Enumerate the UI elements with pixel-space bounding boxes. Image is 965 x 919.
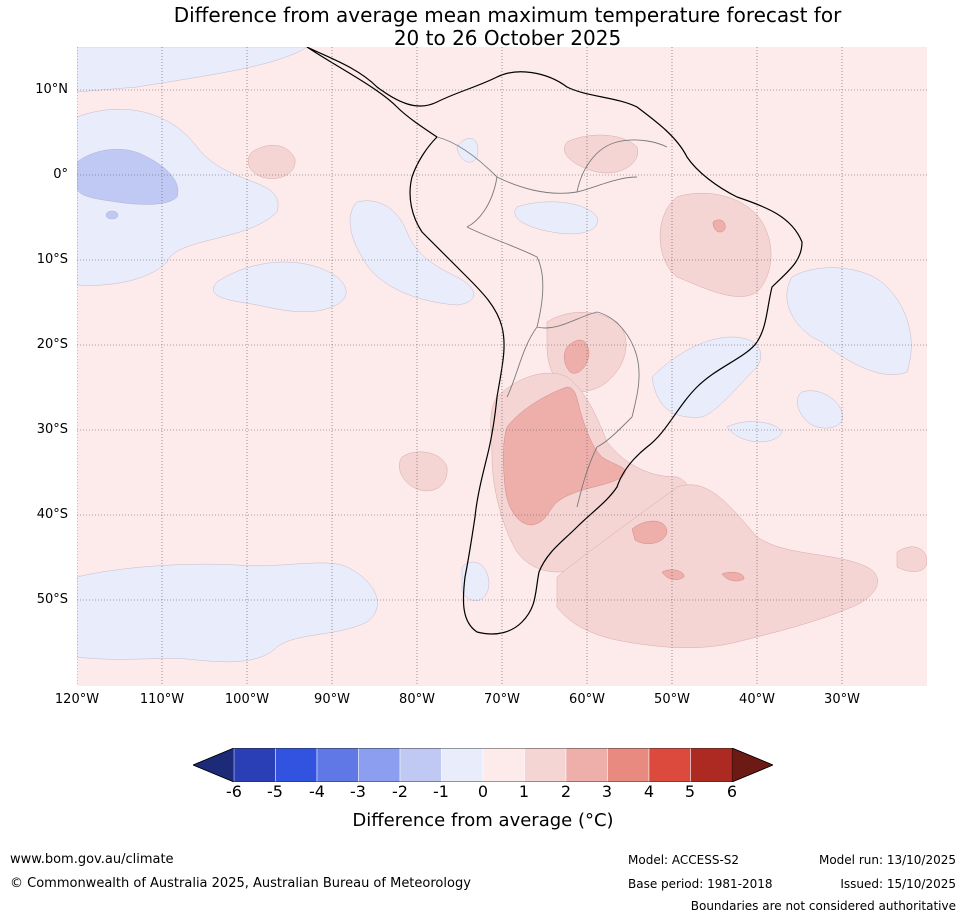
colorbar-segment — [482, 748, 525, 782]
country-borders — [436, 136, 668, 508]
lon-label: 40°W — [739, 692, 775, 707]
anomaly-neg2-pacific — [77, 148, 179, 205]
anomaly-neg-patagonia — [461, 561, 490, 601]
colorbar-tick: 3 — [601, 782, 613, 801]
colorbar-segment — [275, 748, 318, 782]
anomaly-pos1-east-atl — [896, 546, 927, 572]
graticule — [77, 47, 927, 686]
colorbar — [193, 748, 773, 782]
lon-label: 50°W — [654, 692, 690, 707]
lon-label: 60°W — [569, 692, 605, 707]
map-title: Difference from average mean maximum tem… — [0, 4, 965, 50]
colorbar-segment — [399, 748, 442, 782]
lat-label: 0° — [53, 167, 68, 182]
lat-label: 20°S — [36, 337, 68, 352]
title-line-2: 20 to 26 October 2025 — [393, 26, 622, 50]
colorbar-tick: -1 — [433, 782, 449, 801]
colorbar-segment — [648, 748, 691, 782]
colorbar-segment — [690, 748, 733, 782]
anomaly-pos2-argentina — [503, 386, 626, 526]
anomaly-pos2-ridge — [563, 339, 590, 374]
colorbar-tick: 1 — [518, 782, 530, 801]
forecast-map — [77, 47, 927, 686]
lat-label: 10°S — [36, 252, 68, 267]
anomaly-neg-small-eq — [456, 138, 479, 163]
anomaly-pos2-ne — [712, 219, 726, 233]
colorbar-segment — [565, 748, 608, 782]
colorbar-segment — [607, 748, 650, 782]
lon-label: 110°W — [139, 692, 185, 707]
colorbar-segment — [524, 748, 567, 782]
anomaly-neg-atlantic-small — [726, 421, 783, 443]
lon-label: 80°W — [399, 692, 435, 707]
south-america-outline — [306, 47, 803, 635]
anomaly-neg-brazil-se — [651, 336, 762, 418]
anomaly-neg-atlantic-ne — [786, 267, 912, 375]
base-period: Base period: 1981-2018 — [628, 877, 773, 891]
issued-date: Issued: 15/10/2025 — [840, 877, 956, 891]
colorbar-segment — [316, 748, 359, 782]
anomaly-pos2-atl-1 — [631, 520, 668, 544]
lon-label: 120°W — [54, 692, 100, 707]
colorbar-arrow-high — [731, 748, 773, 782]
colorbar-arrow-low — [193, 748, 235, 782]
lat-label: 30°S — [36, 422, 68, 437]
colorbar-segment — [233, 748, 276, 782]
colorbar-tick: 5 — [684, 782, 696, 801]
lat-label: 10°N — [35, 82, 68, 97]
anomaly-neg-atlantic-mid — [797, 390, 844, 429]
website-link[interactable]: www.bom.gov.au/climate — [10, 852, 174, 867]
lat-label: 50°S — [36, 592, 68, 607]
anomaly-pos1-pacific-eq — [247, 145, 296, 179]
anomaly-pos1-pacific-dot — [399, 451, 448, 492]
colorbar-tick: -6 — [226, 782, 242, 801]
colorbar-segment — [358, 748, 401, 782]
lon-label: 30°W — [824, 692, 860, 707]
model-name: Model: ACCESS-S2 — [628, 853, 740, 867]
lon-label: 100°W — [224, 692, 270, 707]
colorbar-tick: -4 — [309, 782, 325, 801]
colorbar-label: Difference from average (°C) — [352, 810, 614, 831]
anomaly-pos1-guiana — [564, 134, 639, 174]
colorbar-tick: 0 — [477, 782, 489, 801]
anomaly-pos1-ne-brazil — [659, 192, 772, 297]
lat-label: 40°S — [36, 507, 68, 522]
colorbar-tick: -5 — [267, 782, 283, 801]
colorbar-segment — [441, 748, 484, 782]
colorbar-tick: -3 — [350, 782, 366, 801]
colorbar-tick: 6 — [726, 782, 738, 801]
model-run: Model run: 13/10/2025 — [818, 853, 956, 867]
lon-label: 90°W — [314, 692, 350, 707]
colorbar-tick: 4 — [643, 782, 655, 801]
anomaly-neg-coast-peru — [349, 200, 475, 306]
anomaly-neg-pacific-south — [77, 562, 378, 663]
anomaly-neg-amazon — [514, 201, 598, 235]
boundary-disclaimer: Boundaries are not considered authoritat… — [690, 899, 956, 913]
anomaly-pos2-atl-2 — [661, 569, 685, 580]
anomaly-pos2-atl-3 — [721, 571, 745, 582]
colorbar-tick: 2 — [560, 782, 572, 801]
anomaly-neg2-dot — [105, 210, 119, 220]
copyright: © Commonwealth of Australia 2025, Austra… — [10, 876, 471, 891]
title-line-1: Difference from average mean maximum tem… — [173, 3, 842, 27]
anomaly-neg-pacific-north — [77, 47, 308, 93]
lon-label: 70°W — [484, 692, 520, 707]
colorbar-tick: -2 — [392, 782, 408, 801]
